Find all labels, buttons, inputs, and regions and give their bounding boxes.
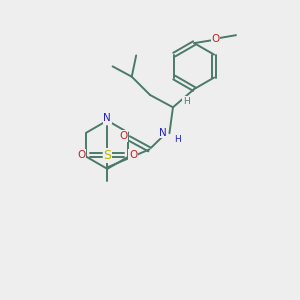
Text: O: O xyxy=(119,131,128,141)
Text: O: O xyxy=(211,34,220,44)
Text: N: N xyxy=(103,113,111,123)
Text: S: S xyxy=(103,149,111,162)
Text: O: O xyxy=(77,150,86,160)
Text: N: N xyxy=(159,128,167,138)
Text: O: O xyxy=(129,150,137,160)
Text: H: H xyxy=(183,97,190,106)
Text: H: H xyxy=(174,135,181,144)
